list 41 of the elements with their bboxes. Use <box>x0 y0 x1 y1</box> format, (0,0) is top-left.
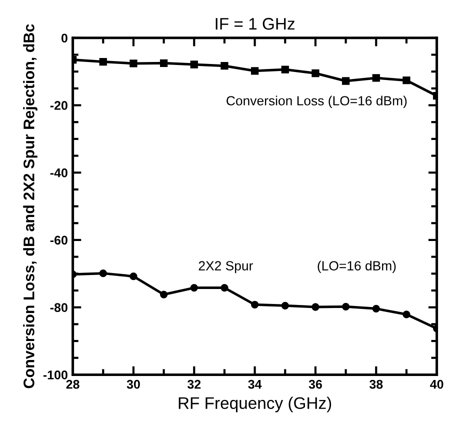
point <box>220 62 228 70</box>
x-tick-label: 40 <box>430 380 444 389</box>
point <box>402 76 410 84</box>
point <box>250 300 259 308</box>
point <box>190 60 198 68</box>
point <box>160 59 168 67</box>
x-tick-label: 30 <box>126 380 140 389</box>
point <box>372 304 380 312</box>
point <box>190 284 198 292</box>
y-tick-label: -100 <box>43 370 68 380</box>
y-tick-label: -20 <box>50 101 68 110</box>
point <box>312 303 320 311</box>
annotation: Conversion Loss (LO=16 dBm) <box>226 96 407 108</box>
y-tick-label: -80 <box>50 303 68 312</box>
x-axis-title: RF Frequency (GHz) <box>178 396 332 412</box>
x-tick-label: 34 <box>248 380 262 389</box>
chart-title: IF = 1 GHz <box>216 18 294 30</box>
point <box>160 290 168 298</box>
annotation: (LO=16 dBm) <box>318 260 396 274</box>
point <box>130 272 138 280</box>
point <box>342 302 350 310</box>
point <box>220 284 228 292</box>
point <box>281 302 289 310</box>
x-tick-label: 36 <box>308 380 322 389</box>
point <box>402 310 410 318</box>
y-tick-label: -40 <box>50 168 68 178</box>
point <box>99 58 107 66</box>
point <box>281 66 289 74</box>
y-tick-label: 0 <box>61 34 68 43</box>
x-tick-label: 28 <box>66 380 80 389</box>
point <box>312 69 320 78</box>
point <box>130 60 138 68</box>
point <box>99 269 107 278</box>
point <box>372 74 380 82</box>
x-tick-label: 38 <box>369 380 383 389</box>
annotation: 2X2 Spur <box>198 261 253 274</box>
point <box>250 67 259 75</box>
y-tick-label: -60 <box>50 236 68 245</box>
y-axis-title: Conversion Loss, dB and 2X2 Spur Rejection, dBc <box>23 24 38 388</box>
point <box>342 77 350 85</box>
x-tick-label: 32 <box>187 380 201 389</box>
